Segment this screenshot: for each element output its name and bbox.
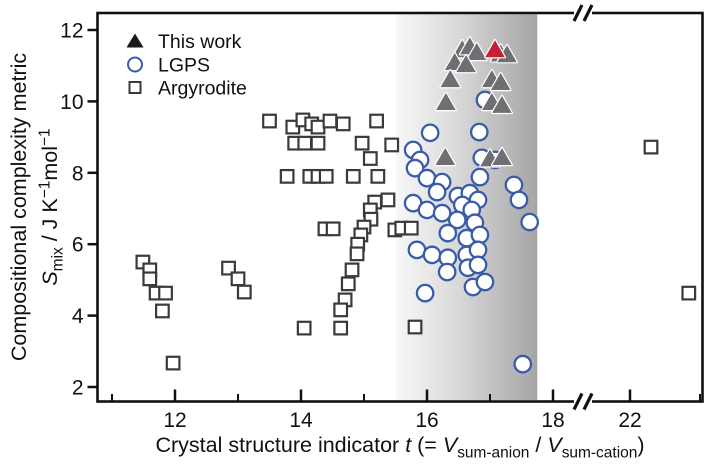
data-point-argyrodite [158, 285, 173, 301]
legend-item-argyrodite: Argyrodite [128, 78, 247, 100]
data-point-argyrodite [407, 319, 423, 335]
data-point-lgps [447, 210, 467, 230]
data-point-this-work [465, 41, 488, 62]
data-point-this-work [434, 91, 457, 112]
data-point-argyrodite [335, 116, 351, 132]
data-point-lgps [470, 167, 490, 187]
data-point-argyrodite [142, 271, 158, 287]
data-point-argyrodite [262, 113, 277, 129]
x-tick-label: 22 [618, 409, 641, 432]
legend-item-this-work: This work [126, 31, 242, 53]
x-tick-label: 16 [415, 409, 438, 432]
data-point-argyrodite [221, 260, 236, 276]
data-point-this-work [434, 146, 457, 167]
data-point-argyrodite [297, 135, 313, 151]
data-point-lgps [469, 122, 489, 142]
data-point-argyrodite [681, 285, 697, 301]
data-point-this-work [489, 71, 512, 92]
y-axis: 2 4 6 8 10 12 [60, 20, 99, 400]
data-point-argyrodite [236, 284, 252, 300]
data-point-lgps [405, 158, 425, 178]
y-tick-label: 2 [72, 377, 84, 400]
data-point-argyrodite [318, 168, 334, 184]
legend-item-lgps: LGPS [127, 55, 210, 77]
data-point-this-work [439, 68, 462, 89]
data-point-lgps [415, 283, 435, 303]
series-this-work [434, 36, 519, 168]
data-point-argyrodite [310, 119, 326, 135]
data-point-argyrodite [165, 355, 181, 371]
data-point-lgps [420, 123, 440, 143]
x-tick-label: 12 [163, 409, 186, 432]
data-point-argyrodite [333, 320, 349, 336]
data-point-argyrodite [384, 137, 400, 153]
data-point-argyrodite [349, 246, 365, 262]
data-point-argyrodite [333, 302, 349, 318]
y-tick-label: 10 [60, 91, 83, 114]
legend-square-icon [128, 81, 142, 94]
x-tick-label: 18 [541, 409, 564, 432]
data-point-argyrodite [345, 168, 361, 184]
data-point-lgps [417, 200, 437, 220]
data-point-lgps [475, 272, 495, 292]
data-point-lgps [520, 212, 540, 232]
data-point-lgps [432, 203, 452, 223]
data-point-this-work [490, 146, 513, 167]
data-point-this-work [490, 94, 513, 115]
legend-triangle-icon [126, 33, 144, 48]
data-point-argyrodite [380, 192, 396, 208]
data-point-lgps [407, 240, 427, 260]
axis-break-bottom-icon [572, 392, 594, 411]
y-tick-label: 8 [72, 162, 84, 185]
data-point-argyrodite [362, 151, 378, 166]
data-point-lgps [470, 225, 490, 245]
data-point-lgps [437, 262, 457, 282]
legend-label: LGPS [158, 55, 210, 77]
data-point-argyrodite [155, 303, 170, 319]
data-point-argyrodite [322, 113, 338, 129]
x-axis: 12 14 16 18 22 [111, 389, 701, 432]
plot-border [96, 11, 704, 403]
y-tick-label: 6 [72, 234, 84, 257]
series-lgps [403, 90, 540, 374]
x-axis-title: Crystal structure indicator t (= Vsum-an… [155, 433, 644, 462]
data-point-lgps [513, 354, 533, 374]
data-point-lgps [468, 255, 488, 275]
data-point-argyrodite [279, 168, 295, 184]
data-point-lgps [509, 190, 529, 210]
data-point-argyrodite [296, 320, 312, 336]
y-tick-label: 4 [72, 305, 84, 328]
data-point-argyrodite [230, 271, 246, 287]
data-point-lgps [422, 245, 442, 265]
series-argyrodite [135, 112, 697, 371]
data-point-argyrodite [369, 113, 384, 129]
data-point-argyrodite [354, 135, 370, 151]
data-point-lgps [427, 182, 447, 202]
legend-label: Argyrodite [158, 78, 247, 100]
data-point-argyrodite [310, 135, 326, 151]
data-point-argyrodite [643, 139, 659, 155]
data-point-argyrodite [340, 276, 356, 292]
y-axis-title: Compositional complexity metric [7, 53, 31, 362]
legend-circle-icon [127, 56, 143, 73]
data-point-lgps [438, 223, 458, 243]
data-point-argyrodite [403, 220, 419, 236]
y-axis-units: Smix / J K−1mol−1 [37, 128, 67, 285]
data-point-argyrodite [325, 221, 341, 237]
data-point-this-work-highlight [484, 38, 507, 59]
x-tick-label: 14 [289, 409, 313, 432]
data-point-argyrodite [344, 262, 360, 278]
y-tick-label: 12 [60, 20, 83, 43]
axis-break-top-icon [572, 4, 594, 22]
data-point-argyrodite [370, 168, 386, 184]
legend-label: This work [158, 31, 242, 53]
data-point-this-work [455, 53, 478, 74]
